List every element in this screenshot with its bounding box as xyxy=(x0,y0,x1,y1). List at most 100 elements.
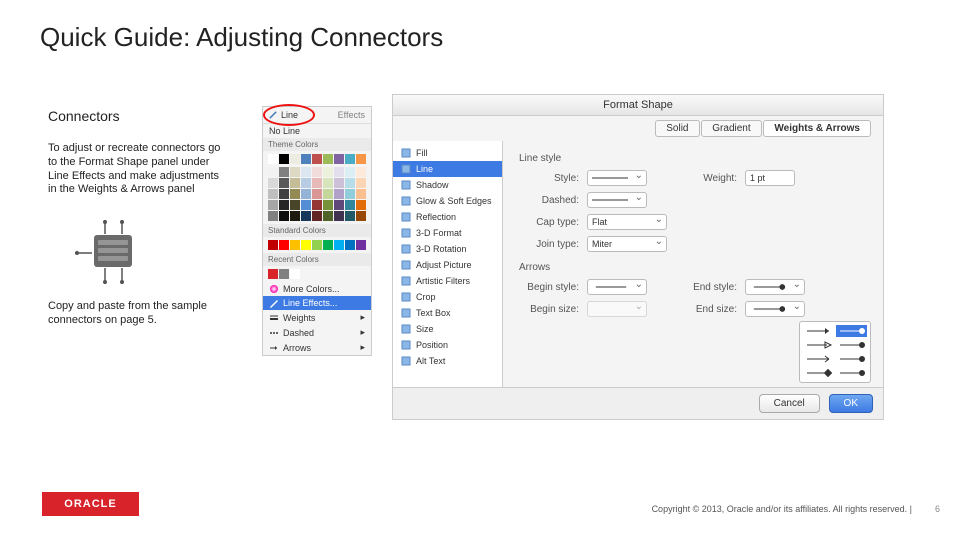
end-style-select[interactable] xyxy=(745,279,805,295)
color-swatch[interactable] xyxy=(268,240,278,250)
begin-size-select[interactable] xyxy=(587,301,647,317)
color-swatch[interactable] xyxy=(334,178,344,188)
color-swatch[interactable] xyxy=(301,167,311,177)
recent-color-row[interactable] xyxy=(263,266,371,282)
cap-type-select[interactable]: Flat xyxy=(587,214,667,230)
weights-submenu[interactable]: Weights ▸ xyxy=(263,310,371,325)
dashed-submenu[interactable]: Dashed ▸ xyxy=(263,325,371,340)
category-item[interactable]: Fill xyxy=(393,145,502,161)
color-swatch[interactable] xyxy=(279,200,289,210)
ribbon-line-button[interactable]: Line Effects xyxy=(263,107,371,124)
category-item[interactable]: Glow & Soft Edges xyxy=(393,193,502,209)
color-swatch[interactable] xyxy=(279,269,289,279)
color-swatch[interactable] xyxy=(279,178,289,188)
color-swatch[interactable] xyxy=(279,211,289,221)
color-swatch[interactable] xyxy=(334,200,344,210)
color-swatch[interactable] xyxy=(356,189,366,199)
color-swatch[interactable] xyxy=(323,200,333,210)
color-swatch[interactable] xyxy=(301,154,311,164)
color-swatch[interactable] xyxy=(312,189,322,199)
color-swatch[interactable] xyxy=(345,240,355,250)
color-swatch[interactable] xyxy=(334,211,344,221)
color-swatch[interactable] xyxy=(290,178,300,188)
color-swatch[interactable] xyxy=(290,189,300,199)
arrows-submenu[interactable]: Arrows ▸ xyxy=(263,340,371,355)
color-swatch[interactable] xyxy=(312,211,322,221)
color-swatch[interactable] xyxy=(279,240,289,250)
color-swatch[interactable] xyxy=(323,167,333,177)
cancel-button[interactable]: Cancel xyxy=(759,394,820,413)
end-size-select[interactable] xyxy=(745,301,805,317)
color-swatch[interactable] xyxy=(290,154,300,164)
color-swatch[interactable] xyxy=(301,240,311,250)
color-swatch[interactable] xyxy=(268,154,278,164)
color-swatch[interactable] xyxy=(290,269,300,279)
color-swatch[interactable] xyxy=(334,240,344,250)
color-swatch[interactable] xyxy=(312,154,322,164)
arrow-option[interactable] xyxy=(836,325,867,337)
theme-color-tints[interactable] xyxy=(263,167,371,224)
category-item[interactable]: Reflection xyxy=(393,209,502,225)
category-item[interactable]: Artistic Filters xyxy=(393,273,502,289)
color-swatch[interactable] xyxy=(334,154,344,164)
color-swatch[interactable] xyxy=(345,200,355,210)
category-item[interactable]: Position xyxy=(393,337,502,353)
ok-button[interactable]: OK xyxy=(829,394,873,413)
category-item[interactable]: Adjust Picture xyxy=(393,257,502,273)
color-swatch[interactable] xyxy=(323,178,333,188)
category-item[interactable]: 3-D Rotation xyxy=(393,241,502,257)
color-swatch[interactable] xyxy=(279,189,289,199)
color-swatch[interactable] xyxy=(301,200,311,210)
color-swatch[interactable] xyxy=(279,154,289,164)
color-swatch[interactable] xyxy=(323,154,333,164)
line-effects-item[interactable]: Line Effects... xyxy=(263,296,371,310)
color-swatch[interactable] xyxy=(290,167,300,177)
standard-color-row[interactable] xyxy=(263,237,371,253)
color-swatch[interactable] xyxy=(279,167,289,177)
style-select[interactable] xyxy=(587,170,647,186)
color-swatch[interactable] xyxy=(290,200,300,210)
color-swatch[interactable] xyxy=(268,189,278,199)
color-swatch[interactable] xyxy=(312,240,322,250)
dashed-select[interactable] xyxy=(587,192,647,208)
color-swatch[interactable] xyxy=(268,178,278,188)
arrow-option[interactable] xyxy=(803,367,834,379)
color-swatch[interactable] xyxy=(312,178,322,188)
category-item[interactable]: Shadow xyxy=(393,177,502,193)
color-swatch[interactable] xyxy=(345,167,355,177)
color-swatch[interactable] xyxy=(356,200,366,210)
color-swatch[interactable] xyxy=(290,240,300,250)
arrow-option[interactable] xyxy=(836,367,867,379)
arrow-option[interactable] xyxy=(836,353,867,365)
color-swatch[interactable] xyxy=(334,189,344,199)
color-swatch[interactable] xyxy=(356,240,366,250)
category-item[interactable]: 3-D Format xyxy=(393,225,502,241)
color-swatch[interactable] xyxy=(345,211,355,221)
tab-solid[interactable]: Solid xyxy=(655,120,699,137)
join-type-select[interactable]: Miter xyxy=(587,236,667,252)
tab-gradient[interactable]: Gradient xyxy=(701,120,761,137)
color-swatch[interactable] xyxy=(345,154,355,164)
category-item[interactable]: Alt Text xyxy=(393,353,502,369)
color-swatch[interactable] xyxy=(268,211,278,221)
arrow-option[interactable] xyxy=(803,339,834,351)
color-swatch[interactable] xyxy=(301,189,311,199)
color-swatch[interactable] xyxy=(345,189,355,199)
color-swatch[interactable] xyxy=(268,167,278,177)
color-swatch[interactable] xyxy=(290,211,300,221)
color-swatch[interactable] xyxy=(312,200,322,210)
weight-input[interactable]: 1 pt xyxy=(745,170,795,186)
color-swatch[interactable] xyxy=(323,240,333,250)
color-swatch[interactable] xyxy=(356,178,366,188)
category-item[interactable]: Line xyxy=(393,161,502,177)
color-swatch[interactable] xyxy=(268,269,278,279)
tab-weights-arrows[interactable]: Weights & Arrows xyxy=(763,120,871,137)
color-swatch[interactable] xyxy=(356,167,366,177)
color-swatch[interactable] xyxy=(334,167,344,177)
begin-style-select[interactable] xyxy=(587,279,647,295)
arrow-option[interactable] xyxy=(803,325,834,337)
arrow-option[interactable] xyxy=(803,353,834,365)
color-swatch[interactable] xyxy=(356,211,366,221)
no-line-option[interactable]: No Line xyxy=(263,124,371,138)
theme-color-row[interactable] xyxy=(263,151,371,167)
